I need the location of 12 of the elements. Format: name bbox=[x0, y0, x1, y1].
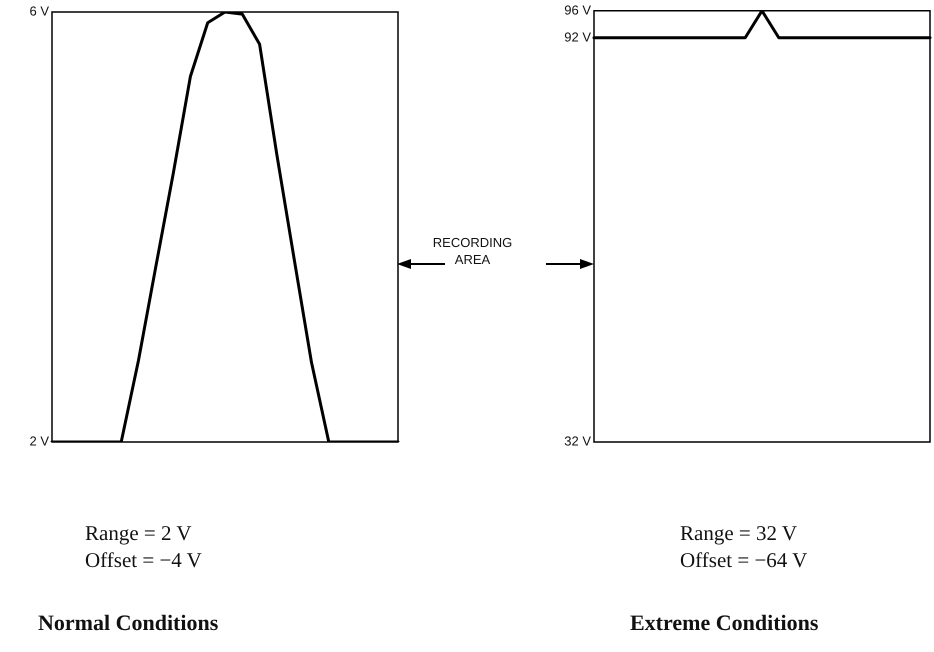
text: Extreme Conditions bbox=[630, 610, 818, 636]
text: RECORDING AREA bbox=[432, 234, 514, 268]
text: Range = 32 V bbox=[680, 520, 798, 546]
text: Normal Conditions bbox=[38, 610, 218, 636]
y-tick-label: 96 V bbox=[564, 2, 592, 18]
text: Range = 2 V bbox=[85, 520, 192, 546]
text: Offset = −64 V bbox=[680, 547, 808, 573]
y-tick-label: 2 V bbox=[29, 434, 50, 449]
text: Offset = −4 V bbox=[85, 547, 202, 573]
y-tick-label: 6 V bbox=[29, 4, 50, 19]
y-tick-label: 92 V bbox=[564, 29, 592, 44]
y-tick-label: 32 V bbox=[564, 434, 592, 449]
